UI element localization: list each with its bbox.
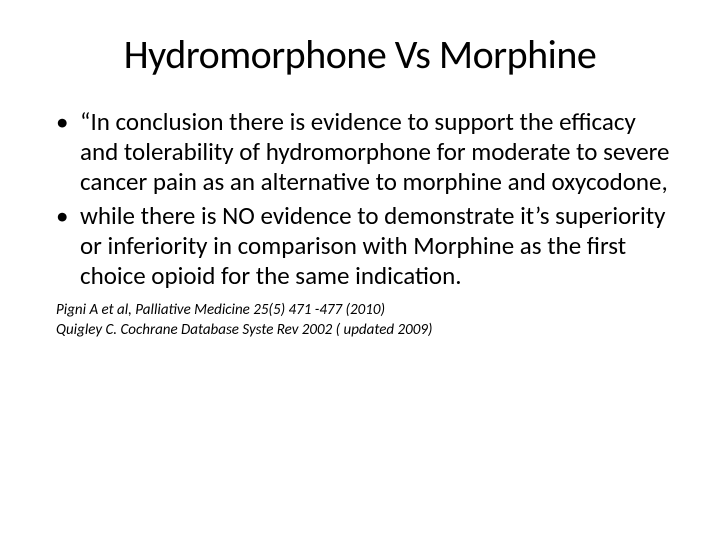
bullet-item: “In conclusion there is evidence to supp…	[56, 107, 672, 197]
bullet-list: “In conclusion there is evidence to supp…	[48, 107, 672, 291]
references: Pigni A et al, Palliative Medicine 25(5)…	[48, 301, 672, 340]
slide-title: Hydromorphone Vs Morphine	[48, 30, 672, 79]
reference-line: Quigley C. Cochrane Database Syste Rev 2…	[56, 321, 672, 341]
reference-line: Pigni A et al, Palliative Medicine 25(5)…	[56, 301, 672, 321]
bullet-item: while there is NO evidence to demonstrat…	[56, 201, 672, 291]
